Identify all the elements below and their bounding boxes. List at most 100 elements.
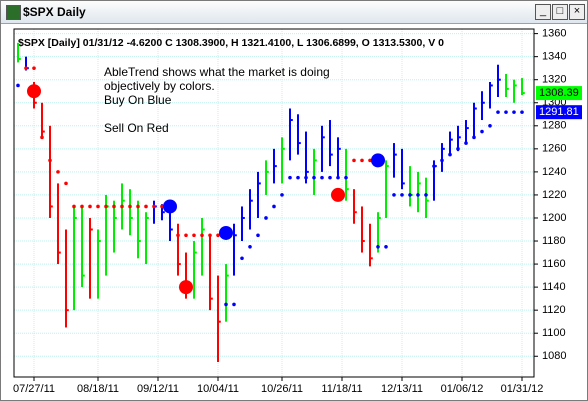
stop-dot [160,204,164,209]
stop-dot [288,175,292,180]
close-button[interactable]: × [569,4,585,20]
x-tick-label: 11/18/11 [321,383,362,395]
annotation-line: Sell On Red [104,121,169,135]
stop-dot [80,204,84,209]
price-tag [536,105,582,120]
x-tick-label: 09/12/11 [137,383,179,395]
stop-dot [96,204,100,209]
price-tag-label: 1308.39 [539,87,579,99]
y-tick-label: 1280 [542,120,566,132]
stop-dot [480,129,484,134]
x-tick-label: 01/31/12 [501,383,544,395]
signal-circle [163,199,177,214]
maximize-button[interactable]: □ [552,4,568,20]
plot-frame [13,28,535,378]
signal-circle [179,280,193,295]
window-title: $SPX Daily [23,5,86,19]
stop-dot [488,123,492,128]
stop-dot [312,175,316,180]
app-icon [6,5,21,20]
stop-dot [296,175,300,180]
stop-dot [400,193,404,197]
annotation-line: Buy On Blue [104,93,172,107]
stop-dot [192,233,196,238]
price-tag [536,86,582,101]
stop-dot [464,141,468,145]
y-tick-label: 1200 [542,212,566,224]
stop-dot [184,233,188,238]
stop-dot [520,110,524,114]
stop-dot [40,135,44,140]
signal-circle [27,84,41,99]
stop-dot [440,158,444,163]
y-tick-label: 1120 [542,304,566,316]
signal-circle [371,153,385,168]
stop-dot [504,110,508,114]
stop-dot [152,204,156,209]
stop-dot [56,170,60,174]
y-tick-label: 1360 [542,28,566,40]
stop-dot [328,175,332,180]
stop-dot [360,158,364,163]
stop-dot [200,233,204,238]
stop-dot [128,204,132,209]
annotation-line: AbleTrend shows what the market is doing [104,65,330,79]
stop-dot [248,244,252,249]
y-tick-label: 1220 [542,189,566,201]
stop-dot [272,204,276,209]
stop-dot [304,175,308,180]
stop-dot [232,302,236,307]
stop-dot [336,175,340,180]
stop-dot [432,164,436,168]
stop-dot [120,204,124,209]
stop-dot [384,244,388,249]
stop-dot [256,233,260,238]
x-tick-label: 10/26/11 [261,383,303,395]
chart: 1080 1100 1120 1140 1160 1180 1200 1220 1240 1260… [1,24,587,400]
stop-dot [208,233,212,238]
y-tick-label: 1100 [542,327,566,339]
y-tick-label: 1160 [542,258,566,270]
signal-circle [331,187,345,202]
stop-dot [280,193,284,197]
signal-circle [219,225,233,240]
stop-dot [32,66,36,70]
y-tick-label: 1180 [542,235,566,247]
stop-dot [88,204,92,209]
stop-dot [392,193,396,197]
stop-dot [216,233,220,238]
stop-dot [424,193,428,197]
stop-dot [24,66,28,70]
y-tick-label: 1340 [542,51,566,63]
y-tick-label: 1140 [542,281,566,293]
stop-dot [376,244,380,249]
stop-dot [264,216,268,220]
x-tick-label: 07/27/11 [13,383,55,395]
stop-dot [104,204,108,209]
stop-dot [144,204,148,209]
x-tick-label: 12/13/11 [381,383,423,395]
y-tick-label: 1320 [542,74,566,86]
stop-dot [64,181,68,186]
price-tag-label: 1291.81 [539,106,579,118]
stop-dot [496,110,500,114]
x-tick-label: 10/04/11 [197,383,239,395]
stop-dot [48,158,52,163]
stop-dot [408,193,412,197]
stop-dot [352,158,356,163]
minimize-button[interactable]: _ [535,4,551,20]
stop-dot [448,152,452,157]
y-tick-label: 1260 [542,143,566,155]
stop-dot [112,204,116,209]
chart-header: $SPX [Daily] 01/31/12 -4.6200 C 1308.390… [18,37,444,49]
stop-dot [16,83,20,88]
stop-dot [512,110,516,114]
y-tick-label: 1240 [542,166,566,178]
stop-dot [368,158,372,163]
stop-dot [224,302,228,307]
stop-dot [240,256,244,261]
y-tick-label: 1080 [542,350,566,362]
stop-dot [136,204,140,209]
stop-dot [344,175,348,180]
